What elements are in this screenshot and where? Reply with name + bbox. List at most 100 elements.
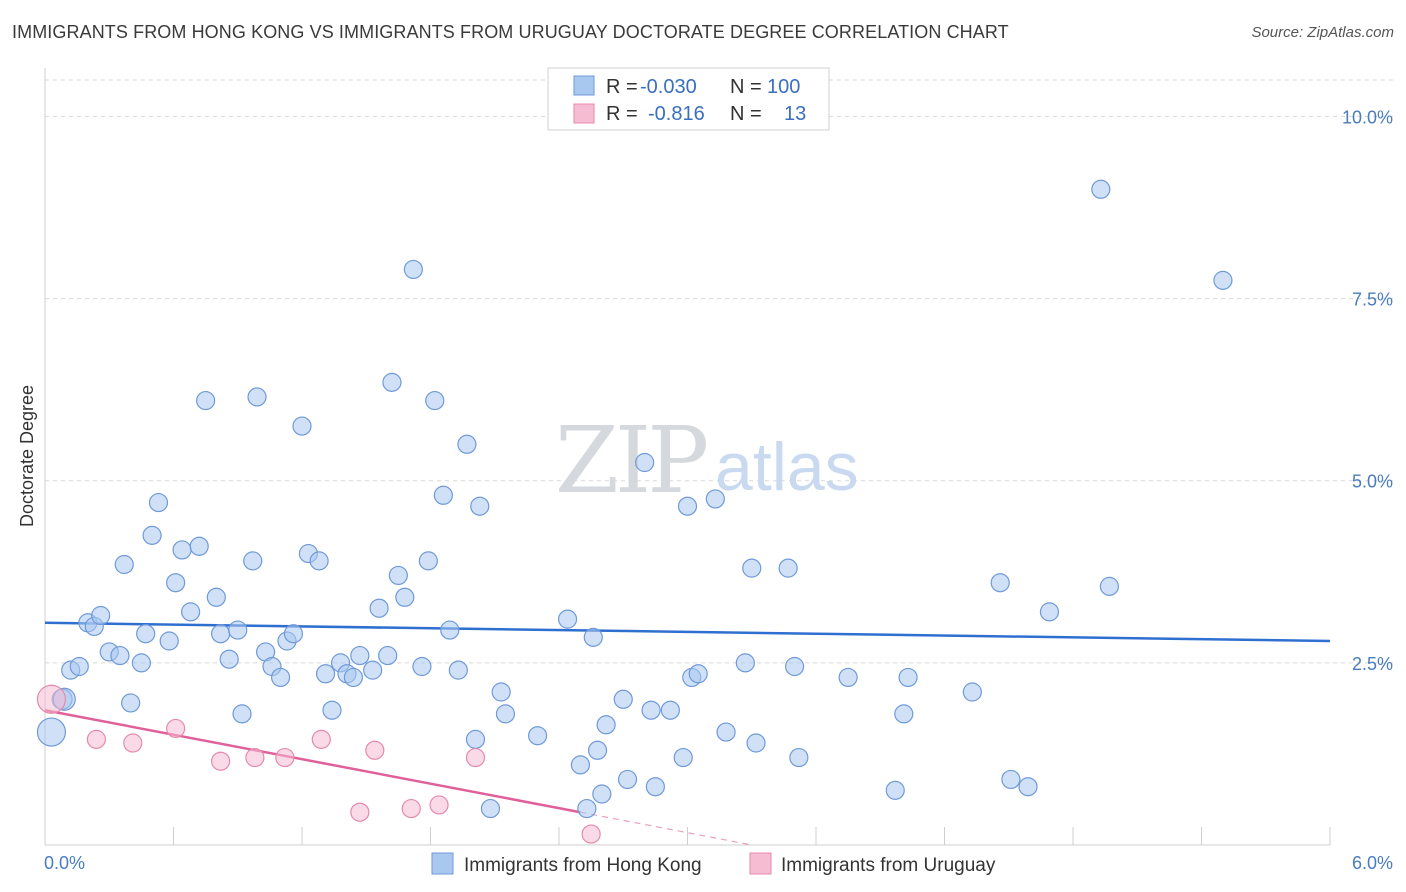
point-hong-kong xyxy=(677,496,698,516)
point-hong-kong xyxy=(378,645,398,666)
point-hong-kong xyxy=(789,747,809,768)
y-tick-labels: 2.5% 5.0% 7.5% 10.0% xyxy=(1342,107,1393,673)
y-axis-label: Doctorate Degree xyxy=(17,385,37,527)
point-hong-kong xyxy=(962,682,982,702)
point-uruguay xyxy=(211,751,231,771)
point-hong-kong xyxy=(196,390,216,411)
point-hong-kong xyxy=(219,649,239,669)
point-hong-kong xyxy=(746,733,766,753)
point-hong-kong xyxy=(350,645,370,666)
point-uruguay xyxy=(311,729,331,749)
legend-swatch-hong-kong xyxy=(573,75,595,96)
point-hong-kong xyxy=(990,573,1010,593)
point-uruguay xyxy=(401,798,421,819)
point-hong-kong xyxy=(735,653,755,673)
point-uruguay xyxy=(350,802,370,822)
point-hong-kong xyxy=(645,777,665,797)
point-hong-kong xyxy=(232,704,252,724)
point-hong-kong xyxy=(309,551,329,571)
trend-line-hong-kong xyxy=(44,621,1331,643)
point-hong-kong xyxy=(885,780,905,800)
series-swatch-hong-kong xyxy=(431,852,454,875)
point-hong-kong xyxy=(570,755,591,775)
point-hong-kong xyxy=(114,554,134,575)
watermark: ZIP atlas xyxy=(555,407,859,514)
point-hong-kong xyxy=(110,645,130,666)
point-hong-kong xyxy=(159,631,179,651)
y-tick-label: 2.5% xyxy=(1352,654,1393,674)
point-hong-kong xyxy=(480,798,501,819)
point-hong-kong xyxy=(388,565,408,586)
point-uruguay xyxy=(245,747,265,768)
trend-line-uruguay xyxy=(44,708,581,814)
point-hong-kong xyxy=(457,434,477,454)
series-label-uruguay: Immigrants from Uruguay xyxy=(781,855,996,876)
point-hong-kong xyxy=(641,700,661,720)
point-uruguay xyxy=(86,729,107,749)
point-hong-kong xyxy=(1018,777,1038,797)
legend-r-value-uruguay: -0.816 xyxy=(648,103,705,125)
point-hong-kong xyxy=(131,653,151,673)
point-hong-kong xyxy=(583,627,603,647)
point-hong-kong xyxy=(1099,576,1120,596)
series-label-hong-kong: Immigrants from Hong Kong xyxy=(464,855,702,876)
x-tick-labels: 0.0% 6.0% xyxy=(44,853,1393,873)
point-uruguay xyxy=(166,718,186,739)
legend-n-value-uruguay: 13 xyxy=(784,103,806,125)
point-hong-kong xyxy=(1039,602,1060,622)
point-hong-kong xyxy=(660,700,680,720)
point-hong-kong xyxy=(491,682,511,702)
watermark-atlas: atlas xyxy=(715,429,859,505)
point-hong-kong xyxy=(705,489,725,509)
point-uruguay xyxy=(429,795,449,815)
point-hong-kong xyxy=(136,624,156,644)
point-hong-kong xyxy=(716,722,736,742)
point-hong-kong xyxy=(1213,270,1233,290)
trend-line-uruguay-extrapolated xyxy=(580,811,752,846)
point-hong-kong xyxy=(395,587,415,607)
point-hong-kong xyxy=(148,492,169,513)
point-hong-kong xyxy=(673,747,693,768)
chart-title: IMMIGRANTS FROM HONG KONG VS IMMIGRANTS … xyxy=(12,22,1009,42)
point-uruguay xyxy=(123,733,143,753)
legend-n-label-uruguay: N = xyxy=(730,103,762,125)
point-hong-kong xyxy=(440,620,460,640)
point-hong-kong xyxy=(448,660,468,680)
series-swatch-uruguay xyxy=(749,852,772,875)
point-hong-kong xyxy=(412,656,432,677)
point-hong-kong xyxy=(592,784,612,804)
point-hong-kong xyxy=(121,693,141,713)
point-hong-kong xyxy=(382,372,402,392)
point-hong-kong xyxy=(425,390,445,411)
point-hong-kong xyxy=(784,656,805,677)
legend-n-label-hong-kong: N = xyxy=(730,76,762,98)
point-hong-kong xyxy=(189,536,209,556)
y-tick-label: 10.0% xyxy=(1342,107,1393,127)
series-legend: Immigrants from Hong Kong Immigrants fro… xyxy=(431,852,996,876)
point-hong-kong xyxy=(838,667,858,688)
point-hong-kong xyxy=(1091,179,1111,199)
point-hong-kong xyxy=(172,540,192,560)
point-hong-kong xyxy=(433,485,453,505)
point-hong-kong xyxy=(166,573,186,593)
point-hong-kong xyxy=(465,729,486,749)
point-uruguay xyxy=(36,684,67,714)
point-hong-kong xyxy=(418,551,438,571)
watermark-zip: ZIP xyxy=(555,407,706,514)
trend-lines xyxy=(44,621,1331,846)
point-hong-kong xyxy=(778,558,798,578)
point-hong-kong xyxy=(36,717,67,747)
point-hong-kong xyxy=(343,667,363,688)
point-hong-kong xyxy=(587,740,608,760)
point-hong-kong xyxy=(898,667,918,688)
y-tick-label: 7.5% xyxy=(1352,290,1393,310)
grid-lines xyxy=(45,79,1395,664)
point-hong-kong xyxy=(142,525,162,545)
x-tick-label: 6.0% xyxy=(1352,853,1393,873)
point-hong-kong xyxy=(247,387,267,407)
point-hong-kong xyxy=(742,558,762,578)
point-hong-kong xyxy=(181,602,201,622)
point-hong-kong xyxy=(69,656,89,677)
data-points xyxy=(36,179,1233,844)
